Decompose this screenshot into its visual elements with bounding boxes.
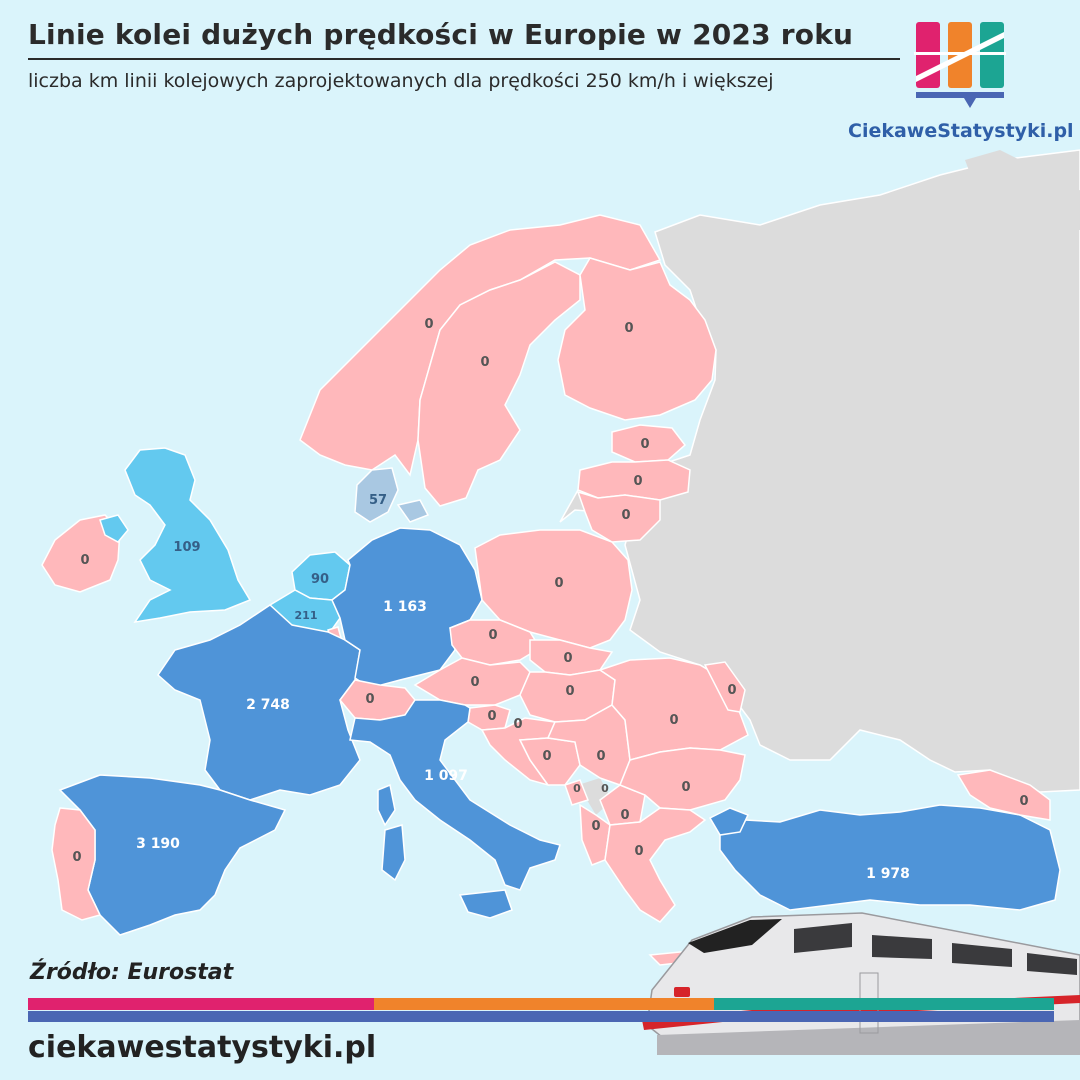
label-montenegro: 0: [573, 782, 581, 795]
label-greece: 0: [634, 844, 643, 859]
label-ireland: 0: [80, 553, 89, 568]
country-greece: [604, 807, 707, 923]
country-sweden: [417, 261, 581, 507]
label-denmark: 57: [369, 493, 387, 508]
label-finland: 0: [624, 321, 633, 336]
footer-stripe-teal: [714, 998, 1054, 1010]
country-ireland: [41, 514, 121, 593]
label-georgia: 0: [1019, 794, 1028, 809]
country-italy: [349, 699, 561, 891]
page-title: Linie kolei dużych prędkości w Europie w…: [28, 18, 854, 51]
country-denmark-islands: [396, 499, 430, 523]
label-albania: 0: [591, 819, 600, 834]
brand-name: CiekaweStatystyki.pl: [848, 120, 1074, 142]
source-note: Źródło: Eurostat: [30, 960, 234, 985]
country-denmark: [354, 467, 399, 523]
label-hungary: 0: [565, 684, 574, 699]
label-turkey: 1 978: [866, 866, 910, 882]
country-georgia: [956, 769, 1051, 821]
country-norway: [299, 214, 662, 477]
label-switzerland: 0: [365, 692, 374, 707]
train-illustration: [642, 912, 1080, 1055]
label-austria: 0: [470, 675, 479, 690]
label-moldova: 0: [727, 683, 736, 698]
label-sweden: 0: [480, 355, 489, 370]
label-estonia: 0: [640, 437, 649, 452]
label-bosnia: 0: [542, 749, 551, 764]
label-croatia: 0: [513, 717, 522, 732]
no-data-region-north-1: [965, 150, 1040, 205]
no-data-region-north-2: [1040, 190, 1080, 232]
label-italy: 1 097: [424, 768, 468, 784]
label-latvia: 0: [633, 474, 642, 489]
country-north-macedonia: [599, 784, 646, 826]
country-turkey: [719, 804, 1061, 911]
label-kosovo: 0: [601, 782, 609, 795]
country-northern-ireland: [99, 514, 129, 543]
title-divider: [28, 58, 900, 60]
footer-stripe-pink: [28, 998, 374, 1010]
footer-url: ciekawestatystyki.pl: [28, 1030, 377, 1065]
page-subtitle: liczba km linii kolejowych zaprojektowan…: [28, 70, 774, 92]
country-lithuania: [576, 490, 661, 543]
label-slovenia: 0: [487, 709, 496, 724]
country-moldova: [703, 661, 746, 713]
label-lithuania: 0: [621, 508, 630, 523]
country-estonia: [611, 424, 687, 463]
label-belgium: 211: [295, 609, 318, 622]
country-france: [157, 604, 361, 801]
label-norway: 0: [424, 317, 433, 332]
label-spain: 3 190: [136, 836, 180, 852]
label-netherlands: 90: [311, 572, 329, 587]
country-portugal: [51, 807, 102, 921]
country-united-kingdom: [124, 447, 252, 624]
country-montenegro: [564, 779, 589, 806]
label-poland: 0: [554, 576, 563, 591]
label-serbia: 0: [596, 749, 605, 764]
label-germany: 1 163: [383, 599, 427, 615]
country-bulgaria: [619, 747, 746, 811]
footer-stripe-orange: [374, 998, 714, 1010]
country-france-corsica: [377, 783, 396, 827]
label-north-macedonia: 0: [620, 808, 629, 823]
brand-logo-icon: [914, 18, 1010, 114]
footer-stripe-blue: [28, 1011, 1054, 1022]
label-france: 2 748: [246, 697, 290, 713]
label-czechia: 0: [488, 628, 497, 643]
country-italy-sardinia: [381, 824, 406, 882]
label-bulgaria: 0: [681, 780, 690, 795]
country-turkey-thrace: [708, 807, 750, 836]
label-united-kingdom: 109: [173, 540, 200, 555]
country-italy-sicily: [458, 889, 513, 919]
country-finland: [557, 257, 717, 421]
label-romania: 0: [669, 713, 678, 728]
label-portugal: 0: [72, 850, 81, 865]
label-slovakia: 0: [563, 651, 572, 666]
